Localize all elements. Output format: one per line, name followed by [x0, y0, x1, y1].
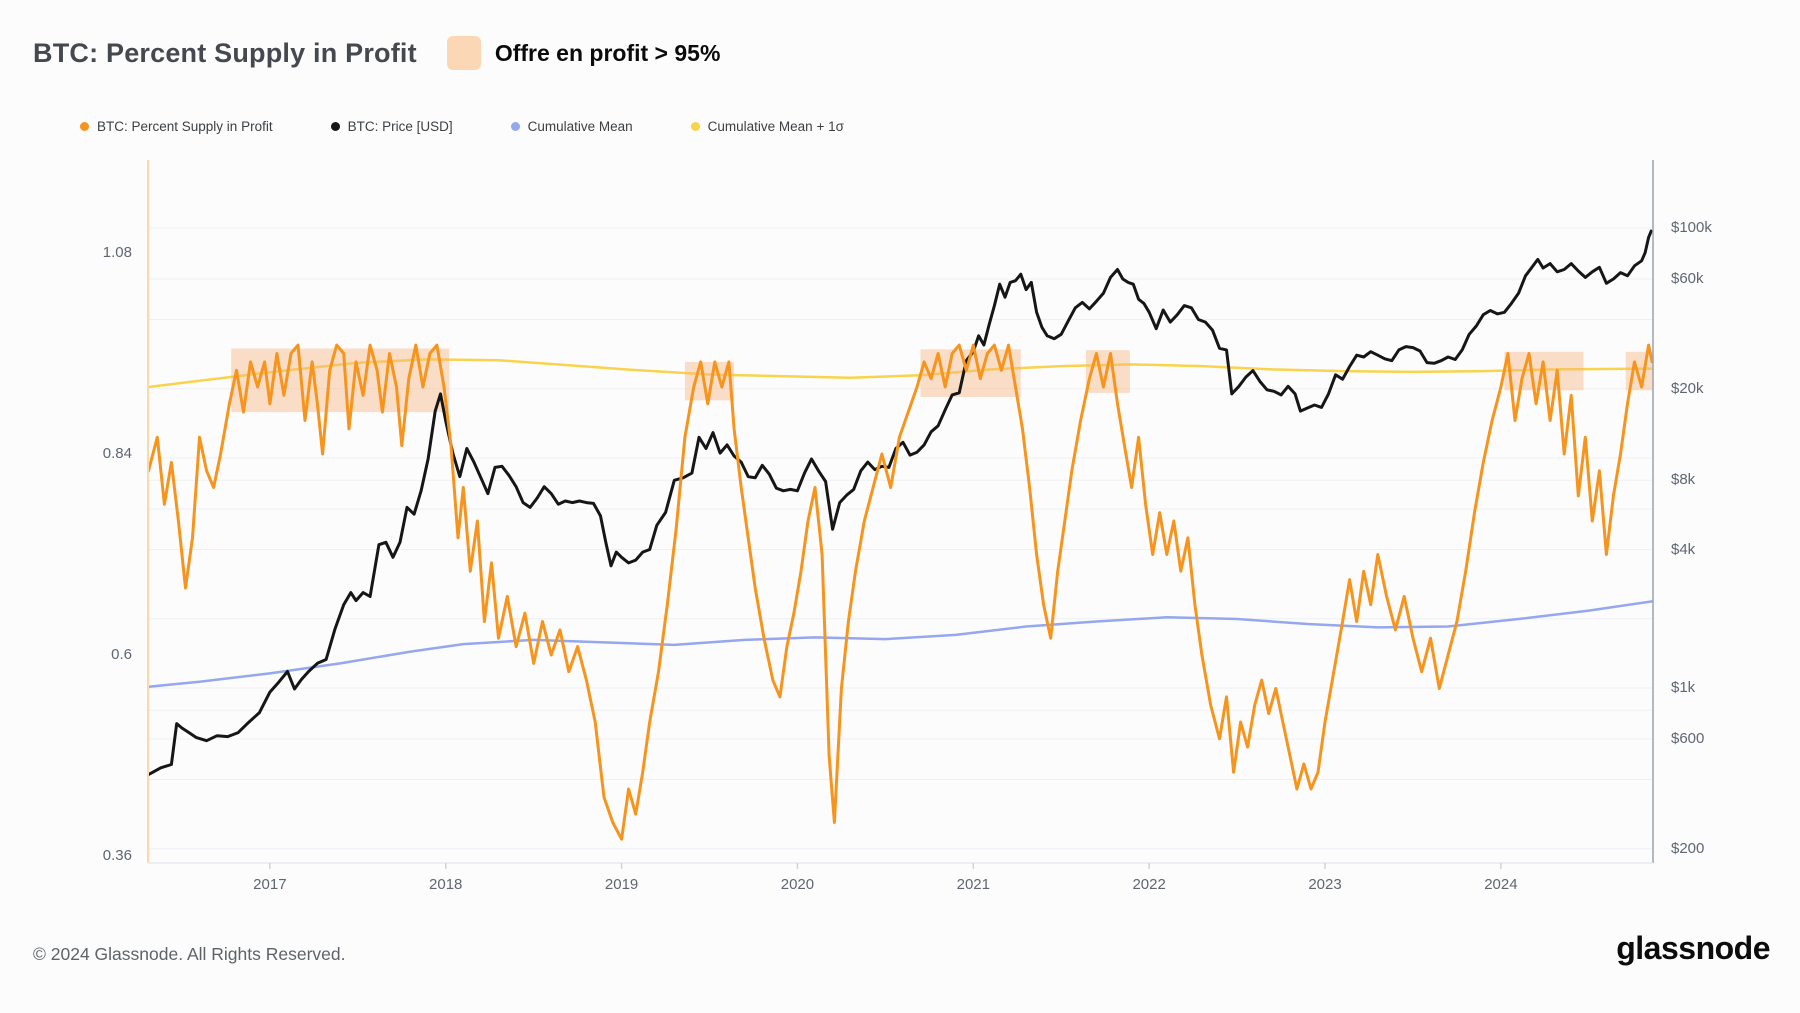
line-cumulative-mean [147, 600, 1654, 689]
y-right-tick-label: $1k [1671, 678, 1696, 696]
legend-item-1[interactable]: BTC: Price [USD] [330, 119, 453, 134]
y-left-tick-label: 1.08 [102, 244, 132, 262]
y-left-tick-label: 0.6 [111, 645, 132, 663]
legend-label: BTC: Price [USD] [347, 119, 453, 134]
highlight-swatch [446, 36, 481, 70]
line-btc-price [147, 229, 1653, 777]
header: BTC: Percent Supply in Profit Offre en p… [33, 36, 720, 70]
legend-label: Cumulative Mean + 1σ [707, 119, 844, 134]
x-year-label: 2018 [429, 876, 463, 893]
y-right-tick-label: $8k [1671, 471, 1696, 489]
line-cumulative-mean-1sigma [147, 358, 1654, 389]
legend-dot-icon [330, 122, 340, 131]
page-title: BTC: Percent Supply in Profit [33, 37, 417, 68]
y-right-tick-label: $20k [1671, 379, 1704, 397]
legend-label: BTC: Percent Supply in Profit [97, 119, 273, 134]
copyright-text: © 2024 Glassnode. All Rights Reserved. [33, 944, 346, 964]
chart-legend: BTC: Percent Supply in Profit BTC: Price … [80, 119, 844, 134]
legend-label: Cumulative Mean [527, 119, 633, 134]
legend-dot-icon [510, 122, 520, 131]
legend-dot-icon [690, 122, 700, 131]
legend-item-2[interactable]: Cumulative Mean [510, 119, 633, 134]
legend-item-3[interactable]: Cumulative Mean + 1σ [690, 119, 844, 134]
y-right-tick-label: $60k [1671, 270, 1704, 288]
x-year-label: 2023 [1308, 876, 1342, 893]
highlight-annotation-label: Offre en profit > 95% [494, 39, 721, 66]
x-year-label: 2017 [253, 876, 287, 893]
legend-item-0[interactable]: BTC: Percent Supply in Profit [80, 119, 273, 134]
y-right-tick-label: $4k [1671, 540, 1696, 558]
y-right-tick-label: $200 [1671, 839, 1705, 857]
y-right-tick-label: $100k [1671, 219, 1712, 236]
x-year-label: 2019 [604, 876, 639, 893]
x-year-label: 2020 [780, 876, 815, 893]
y-left-tick-label: 0.84 [102, 445, 132, 462]
line-percent-supply-in-profit [147, 343, 1654, 841]
y-left-tick-label: 0.36 [102, 846, 132, 864]
x-year-label: 2024 [1484, 876, 1518, 893]
legend-dot-icon [80, 122, 89, 131]
x-year-label: 2022 [1132, 876, 1166, 893]
y-right-tick-label: $600 [1671, 730, 1705, 748]
glassnode-logo[interactable]: glassnode [1616, 930, 1770, 966]
x-year-label: 2021 [956, 876, 990, 893]
